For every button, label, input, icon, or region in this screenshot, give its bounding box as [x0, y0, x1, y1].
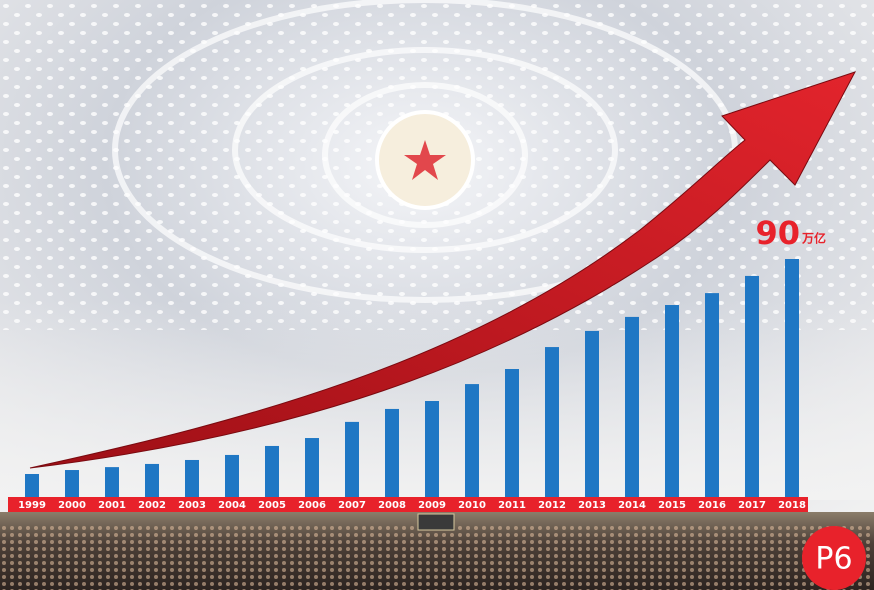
- x-tick-label: 2003: [178, 500, 206, 511]
- bar: [705, 293, 719, 497]
- bar: [625, 316, 639, 497]
- x-tick-label: 2015: [658, 500, 686, 511]
- bar: [305, 438, 319, 497]
- bar: [65, 470, 79, 497]
- x-tick-label: 2006: [298, 500, 326, 511]
- x-tick-label: 2009: [418, 500, 446, 511]
- x-tick-label: 2000: [58, 500, 86, 511]
- x-tick-label: 2008: [378, 500, 406, 511]
- bar: [465, 384, 479, 497]
- bar: [25, 473, 39, 497]
- bar: [225, 454, 239, 497]
- x-tick-label: 2013: [578, 500, 606, 511]
- bar: [105, 467, 119, 497]
- red-star: [404, 140, 446, 180]
- page-badge: P6: [815, 542, 852, 577]
- value-unit: 万亿: [801, 231, 826, 246]
- bar: [265, 445, 279, 497]
- x-tick-label: 2010: [458, 500, 486, 511]
- bar: [785, 259, 799, 497]
- year-strip: [8, 497, 808, 512]
- bar: [385, 408, 399, 497]
- bar: [145, 463, 159, 497]
- bar: [505, 369, 519, 497]
- bar: [425, 401, 439, 497]
- x-tick-label: 2016: [698, 500, 726, 511]
- page-badge-circle: [802, 526, 866, 590]
- x-tick-label: 2014: [618, 500, 646, 511]
- x-tick-label: 2017: [738, 500, 766, 511]
- x-tick-label: 1999: [18, 500, 46, 511]
- bar: [185, 459, 199, 497]
- bar: [745, 275, 759, 497]
- growth-arrow: [29, 71, 857, 469]
- x-tick-label: 2004: [218, 500, 246, 511]
- x-tick-label: 2011: [498, 500, 526, 511]
- x-tick-label: 2018: [778, 500, 806, 511]
- value-label: 90: [755, 214, 800, 252]
- x-tick-label: 2001: [98, 500, 126, 511]
- bar: [545, 347, 559, 497]
- x-tick-label: 2002: [138, 500, 166, 511]
- crowd-faces: [0, 525, 874, 590]
- x-tick-label: 2012: [538, 500, 566, 511]
- x-tick-label: 2007: [338, 500, 366, 511]
- podium: [417, 513, 455, 531]
- bar: [345, 421, 359, 497]
- bar: [585, 330, 599, 497]
- bar: [665, 305, 679, 497]
- x-tick-label: 2005: [258, 500, 286, 511]
